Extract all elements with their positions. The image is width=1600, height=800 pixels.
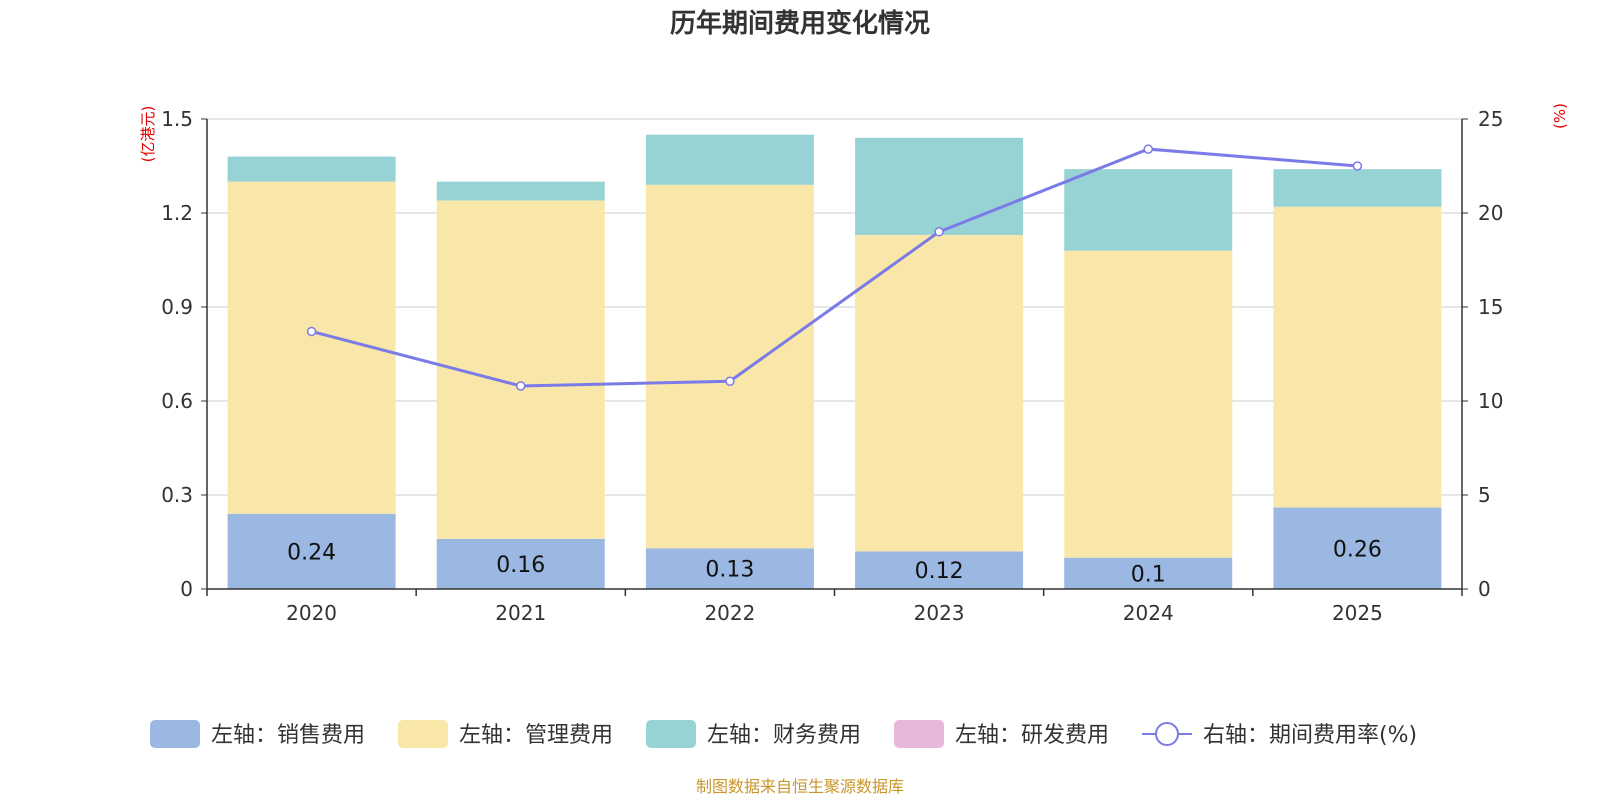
- bar-admin-2020: [227, 181, 396, 514]
- right-tick-label: 0: [1478, 577, 1491, 601]
- x-tick-label: 2025: [1332, 601, 1383, 625]
- legend-finance-swatch: [646, 720, 696, 748]
- rate-point-2021: [516, 381, 526, 391]
- rate-point-2024: [1143, 144, 1153, 154]
- bar-sales-2023: [855, 551, 1024, 589]
- bars: [227, 134, 1442, 589]
- rate-line-path: [311, 147, 1358, 388]
- rate-point-2022: [725, 376, 735, 387]
- right-tick-label: 10: [1478, 389, 1503, 413]
- data-label-sales-2023: 0.12: [915, 559, 964, 584]
- bar-admin-2025: [1273, 206, 1442, 508]
- legend-rate-label: 右轴：期间费用率(%): [1203, 723, 1417, 748]
- legend-admin-swatch: [398, 720, 448, 748]
- legend-finance-label: 左轴：财务费用: [707, 723, 861, 748]
- data-label-sales-2020: 0.24: [287, 540, 336, 565]
- left-tick-label: 0.3: [161, 483, 193, 507]
- legend-rate-marker: [1155, 722, 1179, 746]
- x-tick-label: 2020: [286, 601, 337, 625]
- bar-admin-2024: [1064, 250, 1233, 558]
- data-label-sales-2024: 0.1: [1131, 562, 1166, 587]
- left-axis-unit: (亿港元): [139, 106, 157, 163]
- bar-finance-2024: [1064, 169, 1233, 251]
- rate-line: [306, 144, 1363, 391]
- bar-sales-2021: [436, 538, 605, 589]
- legend-sales-swatch: [150, 720, 200, 748]
- bar-finance-2025: [1273, 169, 1442, 207]
- data-label-sales-2022: 0.13: [705, 558, 754, 583]
- legend-admin-label: 左轴：管理费用: [459, 723, 613, 748]
- bar-sales-2022: [645, 548, 814, 589]
- bar-admin-2023: [855, 234, 1024, 552]
- bar-finance-2020: [227, 156, 396, 182]
- left-tick-label: 0.9: [161, 295, 193, 319]
- legend-rnd-swatch: [894, 720, 944, 748]
- data-labels: 0.24 0.16 0.13 0.12 0.1 0.26: [287, 537, 1382, 587]
- x-tick-label: 2022: [704, 601, 755, 625]
- left-tick-label: 0.6: [161, 389, 193, 413]
- data-label-sales-2021: 0.16: [496, 553, 545, 578]
- data-label-sales-2025: 0.26: [1333, 537, 1382, 562]
- bar-finance-2022: [645, 134, 814, 185]
- x-tick-label: 2021: [495, 601, 546, 625]
- rate-point-2023: [934, 227, 944, 237]
- bar-finance-2021: [436, 181, 605, 201]
- bar-admin-2021: [436, 200, 605, 539]
- bar-finance-2023: [855, 137, 1024, 235]
- bar-admin-2022: [645, 184, 814, 549]
- right-tick-label: 5: [1478, 483, 1491, 507]
- bar-sales-2020: [227, 513, 396, 589]
- bar-sales-2025: [1273, 507, 1442, 589]
- right-axis-unit: (%): [1551, 103, 1569, 129]
- legend-rnd-label: 左轴：研发费用: [955, 723, 1109, 748]
- chart-title: 历年期间费用变化情况: [670, 8, 930, 39]
- legend-sales-label: 左轴：销售费用: [211, 723, 365, 748]
- left-tick-label: 1.2: [161, 201, 193, 225]
- rate-point-2025: [1352, 161, 1363, 171]
- rate-point-2020: [306, 326, 317, 337]
- left-tick-label: 1.5: [161, 107, 193, 131]
- right-tick-label: 15: [1478, 295, 1503, 319]
- left-tick-label: 0: [180, 577, 193, 601]
- right-tick-label: 25: [1478, 107, 1503, 131]
- right-tick-label: 20: [1478, 201, 1503, 225]
- bar-sales-2024: [1064, 557, 1233, 589]
- x-tick-label: 2024: [1123, 601, 1174, 625]
- legend: 左轴：销售费用 左轴：管理费用 左轴：财务费用 左轴：研发费用 右轴：期间费用率(%): [150, 720, 1417, 748]
- source-note: 制图数据来自恒生聚源数据库: [696, 777, 904, 796]
- x-tick-label: 2023: [914, 601, 965, 625]
